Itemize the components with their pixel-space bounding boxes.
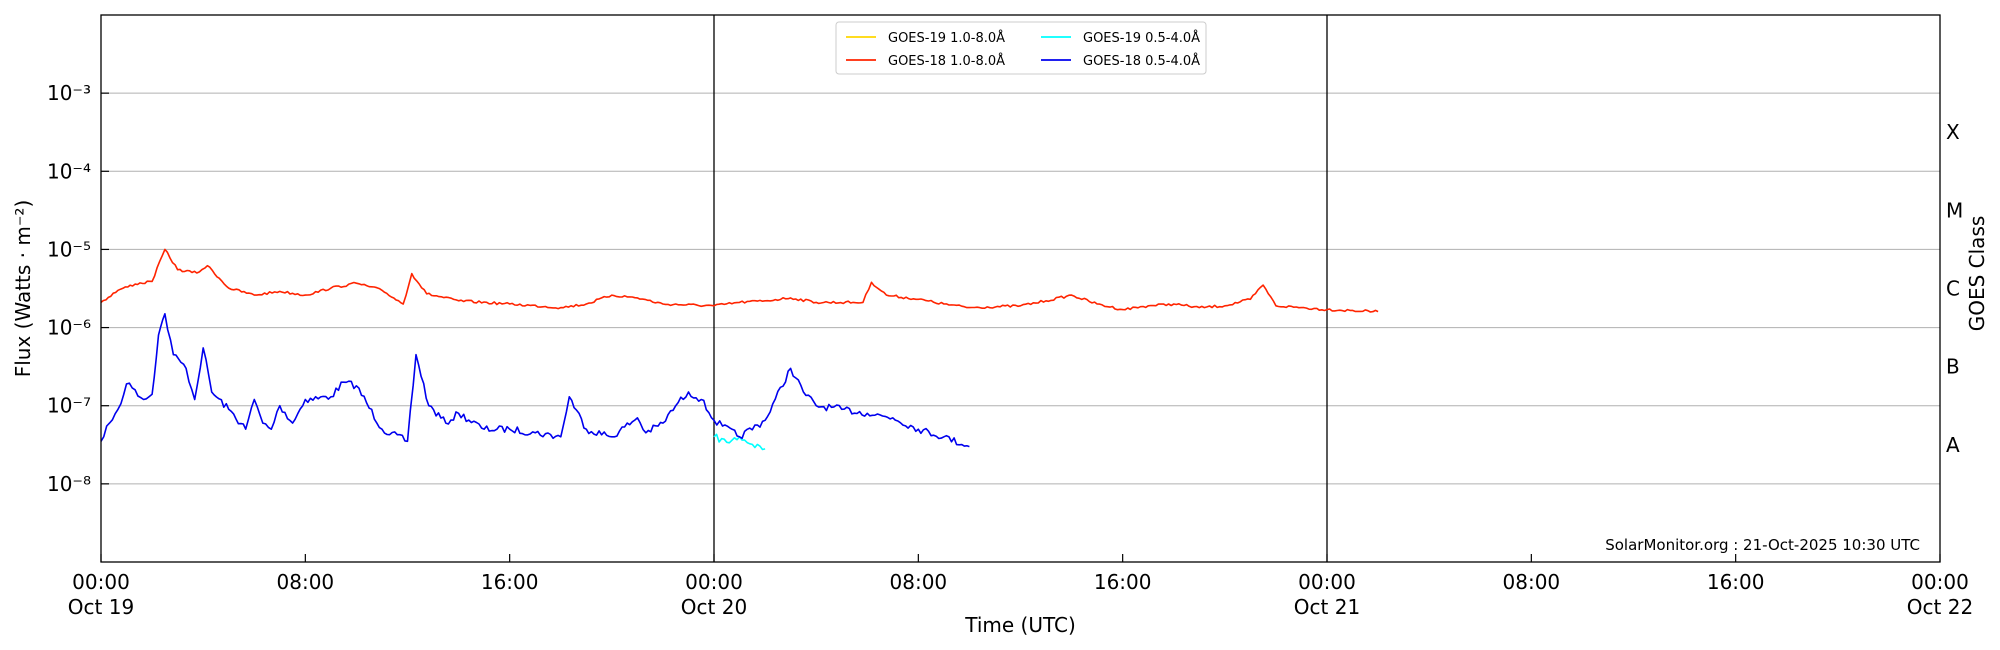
x-tick-label: 00:00 — [72, 570, 130, 594]
y-tick-label: 10⁻⁴ — [47, 159, 91, 183]
goes-class-axis-title: GOES Class — [1965, 216, 1989, 332]
legend: GOES-19 1.0-8.0Å GOES-19 0.5-4.0Å GOES-18 … — [835, 21, 1207, 75]
y-tick-label: 10⁻³ — [47, 81, 91, 105]
goes-class-label: X — [1946, 120, 1960, 144]
x-tick-label: 00:00 — [685, 570, 743, 594]
series-line — [100, 248, 1379, 313]
legend-box — [835, 21, 1207, 75]
x-tick-label: 16:00 — [1094, 570, 1152, 594]
x-tick-label: 16:00 — [1707, 570, 1765, 594]
x-tick-date-label: Oct 22 — [1907, 595, 1973, 619]
legend-entry-label: GOES-18 0.5-4.0Å — [1083, 53, 1200, 69]
goes-class-label: C — [1946, 277, 1960, 301]
goes-class-label: B — [1946, 355, 1960, 379]
credit-text: SolarMonitor.org : 21-Oct-2025 10:30 UTC — [1605, 536, 1920, 554]
x-tick-label: 08:00 — [1503, 570, 1561, 594]
goes-class-label: M — [1946, 198, 1963, 222]
x-tick-date-label: Oct 21 — [1294, 595, 1360, 619]
series-layer — [100, 248, 1379, 451]
x-tick-label: 00:00 — [1911, 570, 1969, 594]
y-tick-label: 10⁻⁵ — [47, 237, 91, 261]
x-tick-label: 16:00 — [481, 570, 539, 594]
x-tick-label: 08:00 — [890, 570, 948, 594]
y-tick-label: 10⁻⁷ — [47, 394, 91, 418]
y-axis-title: Flux (Watts · m⁻²) — [11, 200, 35, 378]
legend-entry-label: GOES-19 0.5-4.0Å — [1083, 30, 1200, 46]
legend-entry-label: GOES-19 1.0-8.0Å — [888, 30, 1005, 46]
x-tick-date-label: Oct 20 — [681, 595, 747, 619]
x-axis-title: Time (UTC) — [964, 613, 1076, 637]
legend-entry-label: GOES-18 1.0-8.0Å — [888, 53, 1005, 69]
plot-frame — [100, 14, 1941, 563]
x-tick-label: 08:00 — [277, 570, 335, 594]
y-tick-label: 10⁻⁶ — [47, 316, 91, 340]
goes-class-label: A — [1946, 433, 1960, 457]
series-line — [100, 313, 970, 448]
grid-layer — [101, 15, 1940, 562]
x-tick-label: 00:00 — [1298, 570, 1356, 594]
x-tick-date-label: Oct 19 — [68, 595, 134, 619]
y-tick-label: 10⁻⁸ — [47, 472, 91, 496]
